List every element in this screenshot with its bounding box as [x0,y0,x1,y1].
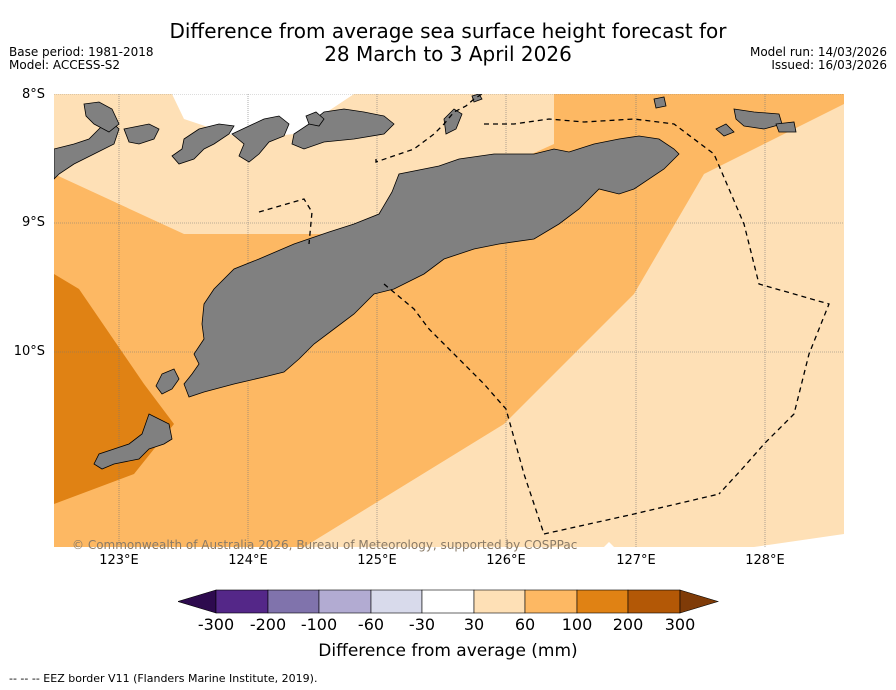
lat-label-8s: 8°S [21,87,45,102]
colorbar-segment [370,589,423,614]
lon-label-123e: 123°E [99,553,139,568]
issued-date: Issued: 16/03/2026 [771,58,887,72]
colorbar [178,589,719,614]
colorbar-extend-low [178,589,217,614]
semau-island [155,368,180,395]
timor-island [183,135,680,398]
eez-footnote: -- -- -- EEZ border V11 (Flanders Marine… [9,672,318,685]
colorbar-tick: -200 [249,615,287,634]
forecast-map [54,94,844,547]
lembata-island [123,123,160,145]
colorbar-extend-high [679,589,719,614]
title-line-2: 28 March to 3 April 2026 [324,42,572,66]
kisar-island [653,96,667,109]
model-name: Model: ACCESS-S2 [9,58,121,72]
model-run: Model run: 14/03/2026 [749,45,887,59]
rote-island [93,413,173,470]
colorbar-tick: 100 [561,615,593,634]
flores-island [54,118,120,180]
colorbar-segment [267,589,320,614]
colorbar-segment [473,589,526,614]
lon-label-128e: 128°E [745,553,785,568]
lat-label-9s: 9°S [21,215,45,230]
colorbar-tick: 60 [514,615,536,634]
lon-label-125e: 125°E [357,553,397,568]
meta-right: Model run: 14/03/2026 Issued: 16/03/2026 [750,46,887,72]
lon-label-124e: 124°E [228,553,268,568]
alor-island [231,115,290,163]
copyright-notice: © Commonwealth of Australia 2026, Bureau… [72,538,578,552]
colorbar-segment [524,589,578,614]
colorbar-tick: 200 [612,615,644,634]
colorbar-tick: 300 [664,615,696,634]
colorbar-segment [318,589,372,614]
colorbar-tick: -100 [300,615,338,634]
leti-island [715,123,735,137]
adonara-island [83,101,120,133]
lon-label-126e: 126°E [486,553,526,568]
base-period: Base period: 1981-2018 [9,45,154,59]
colorbar-title: Difference from average (mm) [318,641,578,661]
colorbar-segment [421,589,475,614]
lat-label-10s: 10°S [13,344,45,359]
moa-island [733,108,783,130]
colorbar-tick: -300 [197,615,235,634]
eez-border [258,94,830,535]
damer-island [305,111,325,127]
colorbar-segment [576,589,629,614]
colorbar-segment [215,589,269,614]
meta-left: Base period: 1981-2018 Model: ACCESS-S2 [9,46,154,72]
atauro-island [443,108,463,135]
title-line-1: Difference from average sea surface heig… [169,19,727,43]
map-area-below-30-se [754,534,844,547]
colorbar-tick: -60 [357,615,385,634]
lakor-island [775,121,797,133]
colorbar-segment [627,589,681,614]
map-area-60-100 [54,94,844,547]
lon-label-127e: 127°E [616,553,656,568]
land-masses [54,94,797,470]
pantar-island [171,123,235,165]
colorbar-tick: 30 [463,615,485,634]
colorbar-tick: -30 [408,615,436,634]
chart-title: Difference from average sea surface heig… [0,20,896,66]
